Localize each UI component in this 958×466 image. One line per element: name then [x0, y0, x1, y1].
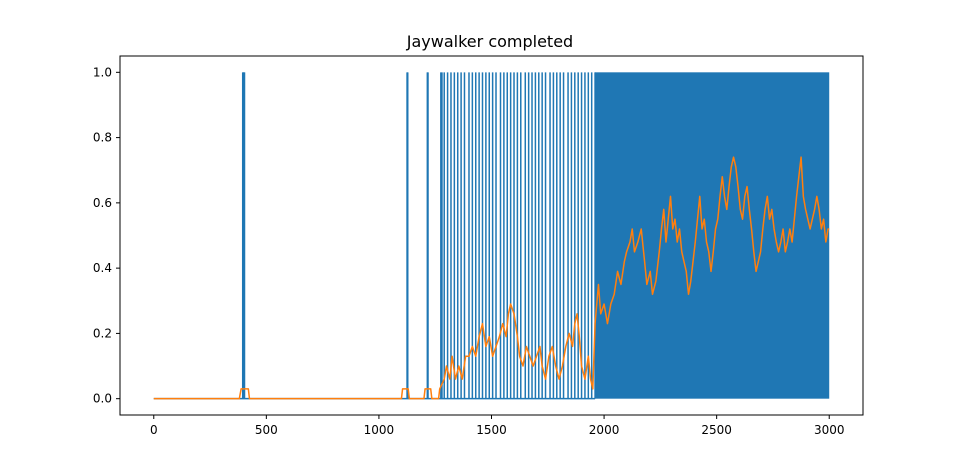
x-tick-label: 1500: [476, 423, 507, 437]
y-tick-label: 0.6: [93, 196, 112, 210]
series-1-line: [153, 156, 830, 400]
chart-title: Jaywalker completed: [406, 32, 573, 51]
x-tick-label: 500: [255, 423, 278, 437]
x-axis: 0 500 1000 1500 2000 2500 3000: [150, 415, 845, 437]
x-tick-label: 2000: [589, 423, 620, 437]
y-tick-label: 0.2: [93, 326, 112, 340]
plot-area: [153, 72, 830, 400]
x-tick-label: 0: [150, 423, 158, 437]
x-tick-label: 2500: [701, 423, 732, 437]
series-0-dense-band: [595, 72, 830, 399]
x-tick-label: 3000: [814, 423, 845, 437]
y-tick-label: 0.0: [93, 392, 112, 406]
y-axis: 0.0 0.2 0.4 0.6 0.8 1.0: [93, 65, 120, 406]
x-tick-label: 1000: [364, 423, 395, 437]
y-tick-label: 0.4: [93, 261, 112, 275]
y-tick-label: 0.8: [93, 131, 112, 145]
y-tick-label: 1.0: [93, 65, 112, 79]
